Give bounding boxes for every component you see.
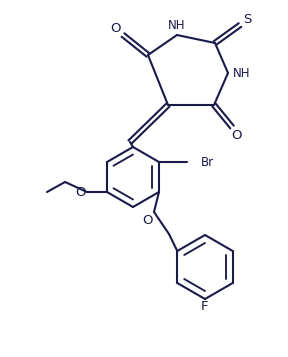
- Text: NH: NH: [168, 19, 186, 31]
- Text: O: O: [143, 213, 153, 226]
- Text: O: O: [75, 186, 85, 198]
- Text: Br: Br: [201, 156, 214, 169]
- Text: S: S: [243, 12, 251, 25]
- Text: F: F: [201, 301, 209, 313]
- Text: O: O: [232, 129, 242, 141]
- Text: O: O: [111, 21, 121, 35]
- Text: NH: NH: [233, 66, 251, 80]
